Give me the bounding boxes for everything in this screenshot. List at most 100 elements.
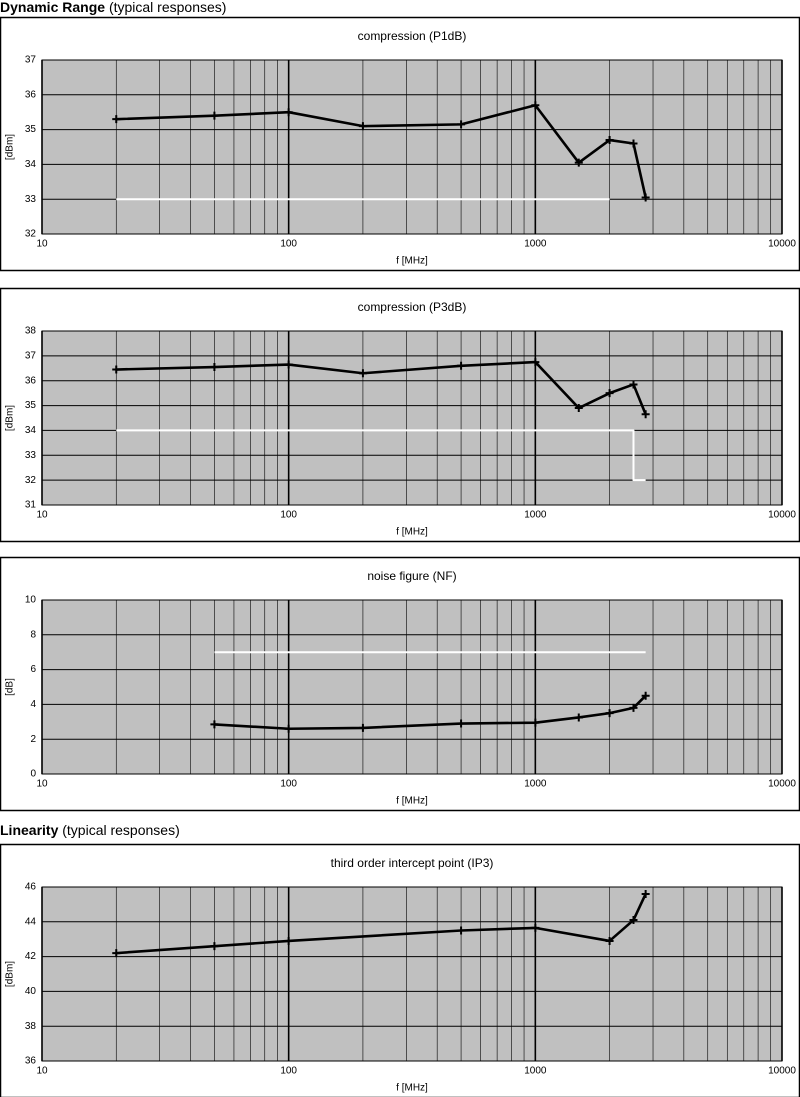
- data-point: [210, 363, 219, 372]
- x-tick-label: 10: [36, 239, 48, 250]
- section-title: Dynamic Range: [0, 0, 105, 15]
- y-tick-label: 40: [25, 986, 37, 997]
- x-tick-label: 10: [36, 1066, 48, 1077]
- plot-area: [41, 886, 783, 1062]
- x-tick-label: 10000: [768, 779, 796, 790]
- y-axis-label: [dBm]: [5, 961, 16, 987]
- y-tick-label: 42: [25, 951, 37, 962]
- y-axis-label: [dBm]: [5, 405, 16, 431]
- chart-title: compression (P3dB): [358, 300, 467, 314]
- x-tick-label: 1000: [524, 1066, 547, 1077]
- y-tick-label: 32: [25, 475, 37, 486]
- section-subtitle: (typical responses): [62, 822, 180, 838]
- data-point: [629, 139, 638, 148]
- x-tick-label: 1000: [524, 779, 547, 790]
- data-point: [210, 111, 219, 120]
- chart-title: third order intercept point (IP3): [331, 856, 494, 870]
- data-point: [531, 101, 540, 110]
- data-point: [457, 361, 466, 370]
- data-line: [116, 893, 647, 955]
- y-tick-label: 34: [25, 159, 37, 170]
- y-tick-label: 32: [25, 229, 37, 240]
- data-point: [112, 365, 121, 374]
- y-tick-label: 34: [25, 425, 37, 436]
- data-point: [358, 369, 367, 378]
- y-tick-label: 35: [25, 124, 37, 135]
- y-tick-label: 8: [30, 629, 36, 640]
- section-heading: Dynamic Range (typical responses): [0, 0, 226, 15]
- data-point: [531, 718, 540, 727]
- x-axis-label: f [MHz]: [396, 256, 428, 267]
- data-point: [574, 158, 583, 167]
- y-tick-label: 37: [25, 350, 37, 361]
- data-point: [284, 936, 293, 945]
- y-tick-label: 38: [25, 1021, 37, 1032]
- x-axis-label: f [MHz]: [396, 796, 428, 807]
- x-tick-label: 100: [280, 779, 297, 790]
- data-point: [210, 942, 219, 951]
- y-tick-label: 31: [25, 500, 37, 511]
- data-point: [112, 115, 121, 124]
- x-tick-label: 10000: [768, 239, 796, 250]
- y-tick-label: 4: [30, 699, 36, 710]
- section-title: Linearity: [0, 822, 59, 838]
- y-tick-label: 38: [25, 326, 37, 337]
- data-point: [629, 703, 638, 712]
- data-point: [605, 936, 614, 945]
- y-tick-label: 10: [25, 595, 37, 606]
- data-point: [641, 691, 650, 700]
- x-tick-label: 1000: [524, 239, 547, 250]
- y-axis-label: [dBm]: [5, 134, 16, 160]
- data-line: [116, 360, 647, 415]
- data-point: [112, 949, 121, 958]
- data-point: [574, 713, 583, 722]
- data-point: [605, 136, 614, 145]
- y-tick-label: 33: [25, 194, 37, 205]
- y-tick-label: 46: [25, 882, 37, 893]
- data-point: [531, 923, 540, 932]
- plot-area: [41, 330, 783, 506]
- plot-area: [41, 599, 783, 775]
- data-point: [531, 358, 540, 367]
- chart-title: noise figure (NF): [367, 569, 456, 583]
- y-tick-label: 36: [25, 1056, 37, 1067]
- y-axis-label: [dB]: [5, 678, 16, 696]
- x-tick-label: 100: [280, 239, 297, 250]
- data-point: [358, 723, 367, 732]
- x-tick-label: 10000: [768, 510, 796, 521]
- x-tick-label: 1000: [524, 510, 547, 521]
- data-point: [629, 916, 638, 925]
- data-point: [629, 380, 638, 389]
- data-line: [116, 103, 647, 198]
- data-point: [641, 410, 650, 419]
- x-axis-label: f [MHz]: [396, 1083, 428, 1094]
- x-tick-label: 100: [280, 1066, 297, 1077]
- y-tick-label: 37: [25, 55, 37, 66]
- data-point: [457, 719, 466, 728]
- y-tick-label: 44: [25, 916, 37, 927]
- data-point: [358, 122, 367, 131]
- x-tick-label: 10: [36, 510, 48, 521]
- data-point: [284, 724, 293, 733]
- y-tick-label: 6: [30, 664, 36, 675]
- plot-area: [41, 59, 783, 235]
- y-tick-label: 35: [25, 400, 37, 411]
- x-tick-label: 10: [36, 779, 48, 790]
- data-point: [641, 889, 650, 898]
- y-tick-label: 2: [30, 734, 36, 745]
- data-point: [284, 360, 293, 369]
- section-heading: Linearity (typical responses): [0, 822, 180, 838]
- data-point: [457, 926, 466, 935]
- data-point: [605, 389, 614, 398]
- data-point: [574, 404, 583, 413]
- data-point: [457, 120, 466, 129]
- y-tick-label: 36: [25, 89, 37, 100]
- y-tick-label: 36: [25, 375, 37, 386]
- x-tick-label: 100: [280, 510, 297, 521]
- data-point: [605, 709, 614, 718]
- data-point: [641, 193, 650, 202]
- chart-title: compression (P1dB): [358, 29, 467, 43]
- x-axis-label: f [MHz]: [396, 527, 428, 538]
- y-tick-label: 33: [25, 450, 37, 461]
